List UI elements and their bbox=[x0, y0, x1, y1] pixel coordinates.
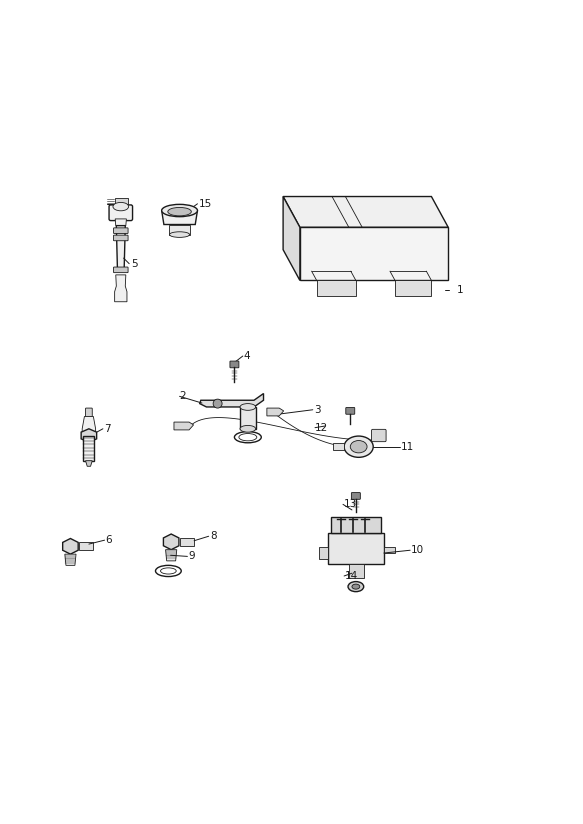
Text: 5: 5 bbox=[131, 259, 138, 269]
Polygon shape bbox=[166, 550, 177, 561]
Text: 14: 14 bbox=[345, 571, 359, 581]
Ellipse shape bbox=[240, 404, 256, 410]
Text: 6: 6 bbox=[106, 535, 113, 545]
Polygon shape bbox=[163, 534, 179, 550]
Text: 15: 15 bbox=[199, 199, 212, 208]
Polygon shape bbox=[161, 210, 198, 224]
Polygon shape bbox=[115, 219, 127, 226]
FancyBboxPatch shape bbox=[114, 267, 128, 273]
Ellipse shape bbox=[350, 441, 367, 453]
FancyBboxPatch shape bbox=[230, 361, 239, 368]
Polygon shape bbox=[62, 539, 78, 555]
FancyBboxPatch shape bbox=[109, 205, 132, 221]
Ellipse shape bbox=[161, 204, 198, 217]
Ellipse shape bbox=[348, 582, 364, 592]
Ellipse shape bbox=[344, 436, 373, 457]
Text: 12: 12 bbox=[315, 423, 328, 433]
Polygon shape bbox=[82, 416, 96, 436]
Ellipse shape bbox=[168, 208, 191, 216]
Polygon shape bbox=[170, 224, 189, 235]
Polygon shape bbox=[395, 280, 431, 296]
Polygon shape bbox=[317, 280, 356, 296]
Polygon shape bbox=[267, 408, 284, 416]
Polygon shape bbox=[331, 517, 381, 533]
Text: 11: 11 bbox=[401, 442, 415, 452]
Polygon shape bbox=[283, 196, 300, 280]
Polygon shape bbox=[79, 542, 93, 550]
Text: 13: 13 bbox=[344, 499, 357, 509]
Ellipse shape bbox=[352, 584, 360, 589]
Ellipse shape bbox=[234, 432, 261, 442]
Text: 7: 7 bbox=[104, 424, 111, 433]
Text: 2: 2 bbox=[180, 391, 186, 401]
Ellipse shape bbox=[239, 433, 257, 441]
Ellipse shape bbox=[170, 232, 189, 237]
Polygon shape bbox=[328, 533, 384, 564]
Polygon shape bbox=[349, 564, 364, 578]
FancyBboxPatch shape bbox=[114, 228, 128, 233]
Polygon shape bbox=[300, 227, 448, 280]
Text: 1: 1 bbox=[456, 285, 463, 295]
Ellipse shape bbox=[113, 203, 129, 211]
Polygon shape bbox=[81, 428, 97, 442]
Polygon shape bbox=[200, 394, 264, 407]
Polygon shape bbox=[283, 196, 448, 227]
Ellipse shape bbox=[213, 399, 222, 408]
Polygon shape bbox=[180, 538, 194, 545]
Ellipse shape bbox=[240, 425, 256, 432]
Polygon shape bbox=[319, 547, 328, 559]
FancyBboxPatch shape bbox=[371, 429, 386, 442]
Polygon shape bbox=[384, 547, 395, 553]
Polygon shape bbox=[333, 443, 344, 450]
Polygon shape bbox=[117, 226, 125, 269]
Polygon shape bbox=[83, 436, 94, 461]
Text: 3: 3 bbox=[314, 405, 321, 414]
Ellipse shape bbox=[160, 568, 176, 574]
Text: 4: 4 bbox=[244, 351, 251, 361]
Polygon shape bbox=[65, 555, 76, 565]
Text: 8: 8 bbox=[210, 531, 216, 541]
FancyBboxPatch shape bbox=[86, 408, 92, 417]
Polygon shape bbox=[86, 461, 92, 466]
Polygon shape bbox=[115, 275, 127, 302]
FancyBboxPatch shape bbox=[346, 408, 354, 414]
Polygon shape bbox=[240, 407, 256, 428]
Polygon shape bbox=[107, 199, 128, 204]
FancyBboxPatch shape bbox=[114, 235, 128, 241]
Polygon shape bbox=[174, 422, 194, 430]
Text: 10: 10 bbox=[411, 545, 424, 555]
Text: 9: 9 bbox=[188, 551, 195, 561]
Ellipse shape bbox=[156, 565, 181, 577]
FancyBboxPatch shape bbox=[352, 493, 360, 499]
